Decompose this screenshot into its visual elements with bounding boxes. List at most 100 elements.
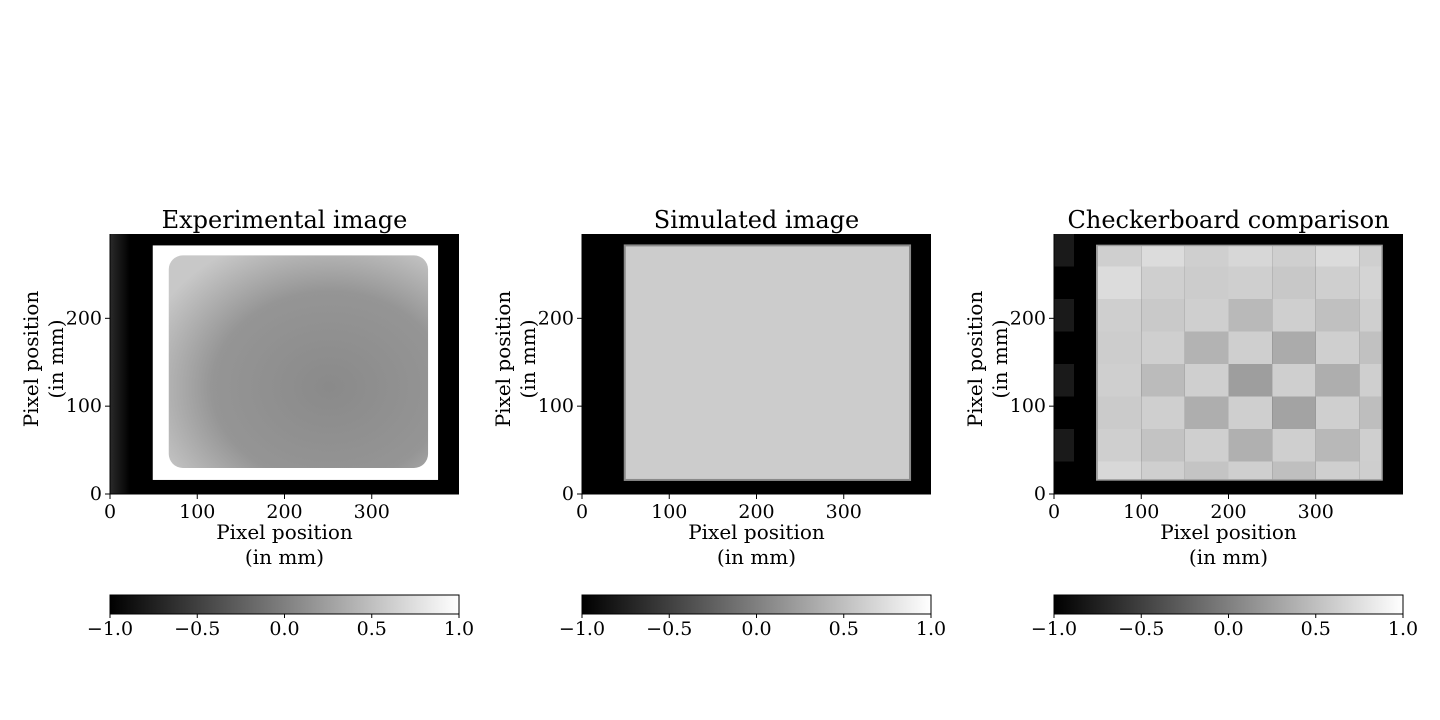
checker-cell <box>1272 461 1316 480</box>
checker-cell <box>1272 299 1316 332</box>
x-tick-label: 100 <box>179 501 215 523</box>
checker-cell <box>1184 364 1229 397</box>
checker-cell <box>1272 245 1316 267</box>
image-area <box>1054 234 1403 494</box>
checker-cell <box>1184 461 1229 480</box>
y-axis-label: (in mm) <box>988 319 1012 398</box>
checker-cell <box>1097 299 1142 332</box>
y-tick-label: 0 <box>1034 483 1046 505</box>
y-tick-label: 100 <box>1010 395 1046 417</box>
y-axis-label: Pixel position <box>963 291 987 428</box>
checker-cell <box>1141 299 1185 332</box>
checker-cell <box>1097 429 1142 462</box>
panel-title: Checkerboard comparison <box>1068 206 1390 234</box>
checker-cell <box>1272 429 1316 462</box>
colorbar-tick-label: −0.5 <box>1118 618 1164 640</box>
colorbar: −1.0 −0.5 0.0 0.5 1.0 <box>559 594 946 640</box>
checker-cell <box>1141 396 1185 429</box>
checker-cell <box>1097 245 1142 267</box>
checker-cell <box>1359 331 1383 364</box>
checker-cell <box>1315 299 1360 332</box>
colorbar-tick-label: −1.0 <box>1031 618 1077 640</box>
checker-cell <box>1184 266 1229 299</box>
y-axis-label: Pixel position <box>491 291 515 428</box>
colorbar-tick-label: 0.0 <box>269 618 299 640</box>
checker-cell <box>1097 396 1142 429</box>
panel-title: Simulated image <box>654 206 859 234</box>
image-area <box>582 234 931 494</box>
checker-cell <box>1097 266 1142 299</box>
x-tick-label: 100 <box>1123 501 1159 523</box>
colorbar-tick-label: 0.0 <box>1213 618 1243 640</box>
checker-cell <box>1315 266 1360 299</box>
checker-cell <box>1315 396 1360 429</box>
x-tick-label: 0 <box>1048 501 1060 523</box>
checker-cell <box>1141 364 1185 397</box>
checker-cell-edge <box>1054 299 1074 332</box>
colorbar-gradient <box>109 594 460 615</box>
x-tick-label: 0 <box>576 501 588 523</box>
x-tick-label: 0 <box>104 501 116 523</box>
checker-cell <box>1097 331 1142 364</box>
checker-cell <box>1315 429 1360 462</box>
colorbar-tick-label: 0.5 <box>1301 618 1331 640</box>
y-tick-label: 200 <box>1010 307 1046 329</box>
checker-cell-edge <box>1054 429 1074 462</box>
checker-cell <box>1272 331 1316 364</box>
x-tick-label: 300 <box>354 501 390 523</box>
checker-cell <box>1097 364 1142 397</box>
checker-cell <box>1359 461 1383 480</box>
x-axis-label: (in mm) <box>245 545 324 569</box>
y-tick-label: 0 <box>562 483 574 505</box>
colorbar-tick-label: 0.5 <box>829 618 859 640</box>
x-tick-label: 200 <box>266 501 302 523</box>
checker-cell <box>1228 266 1273 299</box>
checker-cell <box>1184 429 1229 462</box>
colorbar: −1.0 −0.5 0.0 0.5 1.0 <box>1031 594 1418 640</box>
x-tick-label: 100 <box>651 501 687 523</box>
x-tick-label: 200 <box>1210 501 1246 523</box>
checker-cell <box>1359 299 1383 332</box>
checker-cell <box>1228 396 1273 429</box>
y-axis-label: Pixel position <box>19 291 43 428</box>
y-axis-label: (in mm) <box>44 319 68 398</box>
checker-cell <box>1228 364 1273 397</box>
colorbar-tick-label: 0.5 <box>357 618 387 640</box>
checker-cell <box>1228 461 1273 480</box>
colorbar: −1.0 −0.5 0.0 0.5 1.0 <box>87 594 474 640</box>
y-tick-label: 100 <box>66 395 102 417</box>
y-tick-label: 100 <box>538 395 574 417</box>
checker-cell <box>1359 266 1383 299</box>
panel-3: Checkerboard comparison 0 100 200 300 0 100 200… <box>963 206 1418 640</box>
checker-cell <box>1359 396 1383 429</box>
checker-cell <box>1272 396 1316 429</box>
colorbar-gradient <box>1053 594 1404 615</box>
checker-cell <box>1228 245 1273 267</box>
checker-cell <box>1141 461 1185 480</box>
checker-cell <box>1141 245 1185 267</box>
sample-interior <box>168 255 429 468</box>
colorbar-tick-label: −0.5 <box>646 618 692 640</box>
x-tick-label: 300 <box>826 501 862 523</box>
checker-cell <box>1141 266 1185 299</box>
x-axis-label: (in mm) <box>717 545 796 569</box>
checker-cell <box>1141 429 1185 462</box>
y-tick-label: 200 <box>66 307 102 329</box>
x-axis-label: (in mm) <box>1189 545 1268 569</box>
x-axis-label: Pixel position <box>688 520 825 544</box>
checker-cell <box>1315 461 1360 480</box>
checker-cell <box>1359 245 1383 267</box>
x-tick-label: 200 <box>738 501 774 523</box>
colorbar-tick-label: 1.0 <box>444 618 474 640</box>
checker-cell <box>1315 364 1360 397</box>
y-tick-label: 0 <box>90 483 102 505</box>
colorbar-tick-label: −1.0 <box>87 618 133 640</box>
checker-cell <box>1228 299 1273 332</box>
checker-cell <box>1359 364 1383 397</box>
colorbar-tick-label: 1.0 <box>916 618 946 640</box>
colorbar-tick-label: 1.0 <box>1388 618 1418 640</box>
colorbar-gradient <box>581 594 932 615</box>
checker-cell <box>1097 461 1142 480</box>
